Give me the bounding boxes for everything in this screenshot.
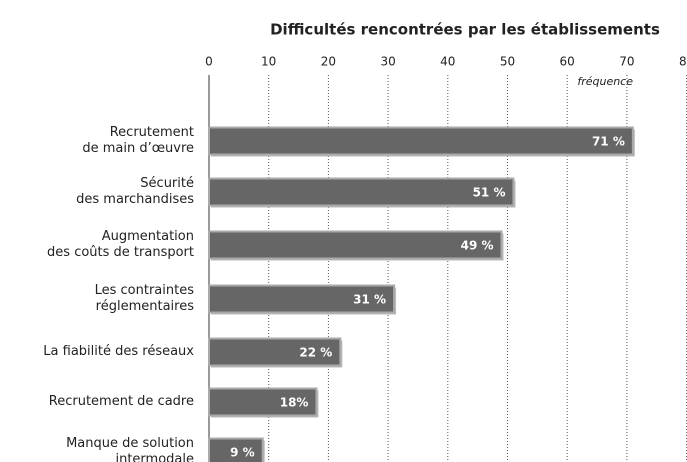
value-label: 22 %: [299, 346, 332, 360]
bar: [208, 337, 342, 367]
value-label: 9 %: [230, 446, 255, 460]
bar: [208, 177, 515, 207]
category-label: Augmentation des coûts de transport: [47, 229, 194, 260]
x-tick-label: 80: [679, 55, 687, 69]
x-tick-label: 20: [321, 55, 336, 69]
category-label: La fiabilité des réseaux: [43, 344, 194, 359]
x-tick-label: 70: [619, 55, 634, 69]
category-label: Sécurité des marchandises: [76, 176, 194, 207]
chart-title: Difficultés rencontrées par les établiss…: [270, 21, 660, 39]
bar: [208, 387, 318, 417]
value-label: 51 %: [473, 186, 506, 200]
x-tick-label: 10: [261, 55, 276, 69]
axis-label: fréquence: [577, 75, 633, 88]
x-tick-label: 40: [440, 55, 455, 69]
value-label: 31 %: [353, 293, 386, 307]
value-label: 49 %: [461, 239, 494, 253]
category-label: Recrutement de cadre: [48, 394, 194, 409]
value-label: 71 %: [592, 135, 625, 149]
category-label: Recrutement de main d’œuvre: [82, 125, 194, 156]
x-tick-label: 60: [560, 55, 575, 69]
value-label: 18%: [280, 396, 309, 410]
x-tick-label: 50: [500, 55, 515, 69]
bar: [208, 230, 503, 260]
bar: [208, 284, 396, 314]
category-label: Les contraintes réglementaires: [94, 283, 194, 314]
bar: [208, 126, 634, 156]
category-label: Manque de solution intermodale: [66, 436, 194, 462]
x-tick-label: 0: [205, 55, 213, 69]
x-tick-label: 30: [380, 55, 395, 69]
bar: [208, 437, 264, 462]
